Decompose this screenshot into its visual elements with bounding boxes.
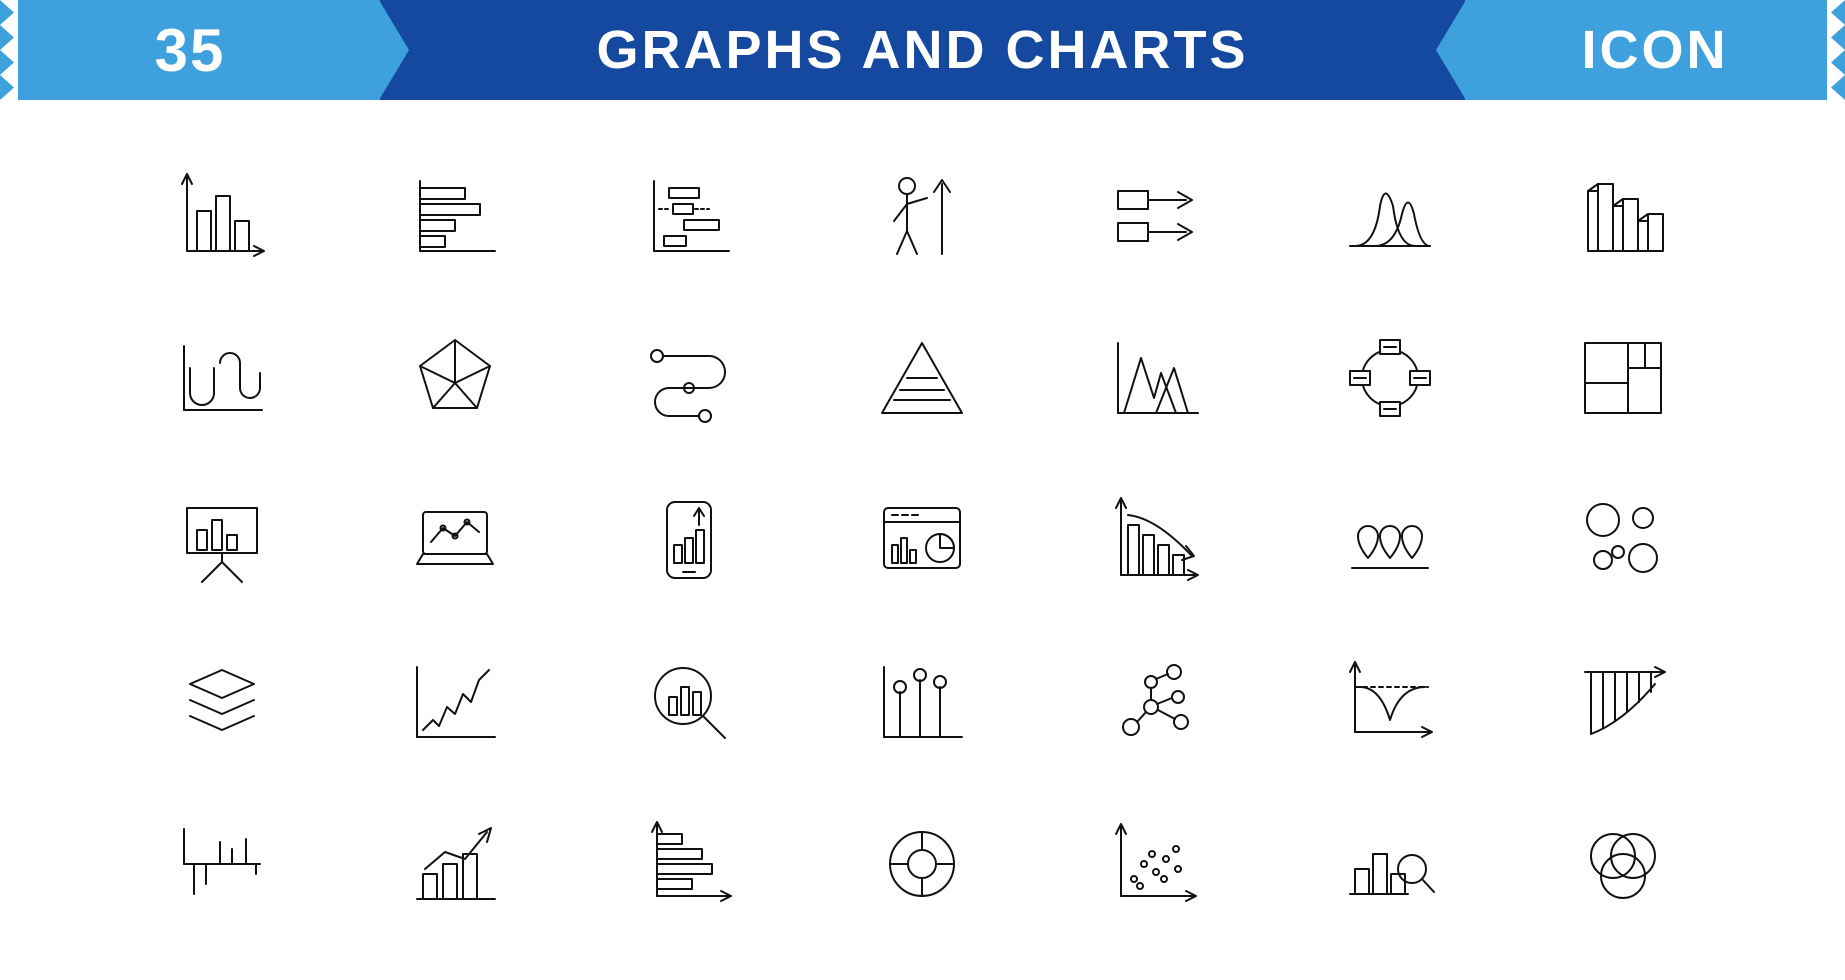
venn-icon [1511,788,1735,940]
dip-curve-icon [1278,626,1502,778]
pyramid-icon [811,302,1035,454]
bar-search-icon [1278,788,1502,940]
gantt-icon [577,140,801,292]
falling-bars-icon [1511,626,1735,778]
banner-right-label: ICON [1582,19,1729,81]
icon-grid [0,100,1845,960]
chev-left-icon [379,0,409,100]
zigzag-left-icon [0,0,18,100]
cycle-nodes-icon [1278,302,1502,454]
radar-pentagon-icon [344,302,568,454]
banner-right-panel: ICON [1465,0,1845,100]
bar-3d-icon [1511,140,1735,292]
donut-chart-icon [811,788,1035,940]
decline-bars-icon [1044,464,1268,616]
lollipop-chart-icon [811,626,1035,778]
scatter-plot-icon [1044,788,1268,940]
banner-count-panel: 35 [0,0,380,100]
growth-line-icon [344,626,568,778]
banner-title: GRAPHS AND CHARTS [596,19,1248,81]
horizontal-bars-axis-icon [577,788,801,940]
network-nodes-icon [1044,626,1268,778]
bubble-chart-icon [1511,464,1735,616]
zigzag-right-icon [1827,0,1845,100]
u-chart-icon [110,302,334,454]
waterfall-icon [110,788,334,940]
browser-dashboard-icon [811,464,1035,616]
magnify-bars-icon [577,626,801,778]
person-arrow-icon [811,140,1035,292]
presentation-board-icon [110,464,334,616]
header-banner: 35 GRAPHS AND CHARTS ICON [0,0,1845,100]
horizontal-bar-icon [344,140,568,292]
combo-bar-line-icon [344,788,568,940]
mobile-chart-icon [577,464,801,616]
layers-icon [110,626,334,778]
banner-count: 35 [155,16,226,85]
mountain-chart-icon [1044,302,1268,454]
laptop-chart-icon [344,464,568,616]
treemap-icon [1511,302,1735,454]
map-pins-icon [1278,464,1502,616]
banner-title-panel: GRAPHS AND CHARTS [380,0,1465,100]
bar-axes-icon [110,140,334,292]
s-path-icon [577,302,801,454]
parallel-arrows-icon [1044,140,1268,292]
bell-curves-icon [1278,140,1502,292]
chev-right-icon [1436,0,1466,100]
